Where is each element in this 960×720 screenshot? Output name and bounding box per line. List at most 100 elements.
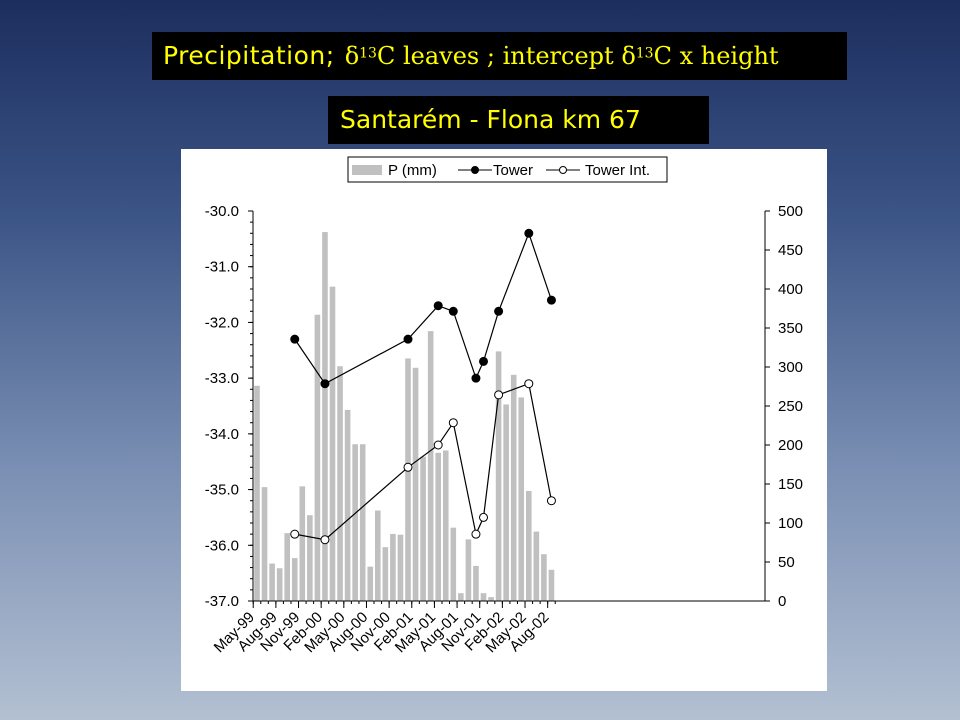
subtitle-text: Santarém - Flona km 67	[340, 105, 641, 134]
chart: P (mm) Tower Tower Int. -30.0 -31.0 -32.0 -…	[181, 149, 827, 691]
tower-point	[433, 301, 443, 311]
tower-int-point	[524, 379, 534, 389]
tower-int-point	[546, 496, 556, 506]
precip-bar	[442, 450, 449, 601]
precip-bar	[322, 232, 328, 601]
right-tick-label: 100	[778, 515, 803, 532]
precip-bar	[314, 314, 321, 601]
tower-int-point	[494, 390, 504, 400]
legend-label-towerint: Tower Int.	[585, 162, 650, 179]
precip-bar	[526, 491, 532, 601]
right-tick-label: 250	[778, 398, 803, 415]
tower-point	[479, 356, 488, 366]
tower-line	[294, 231, 553, 385]
precip-bar	[435, 452, 441, 601]
precip-bar	[495, 351, 502, 601]
precip-bar	[375, 510, 381, 601]
precip-bar	[458, 593, 464, 601]
tower-point	[448, 306, 458, 316]
precip-bar	[367, 566, 374, 601]
left-tick-label: -33.0	[205, 370, 239, 387]
left-tick-label: -36.0	[205, 537, 239, 554]
left-tick-label: -31.0	[205, 259, 239, 276]
title-banner: Precipitation; δ13C leaves ; intercept δ1…	[152, 32, 847, 80]
precip-bar	[299, 486, 306, 601]
title-sup-1: 13	[359, 45, 377, 62]
legend-tower-marker	[471, 166, 479, 174]
precip-bar	[465, 539, 472, 601]
legend-label-precip: P (mm)	[388, 162, 437, 179]
legend-towerint-marker	[559, 166, 567, 174]
subtitle-banner: Santarém - Flona km 67	[328, 96, 709, 144]
precip-bar	[541, 554, 547, 601]
title-delta-2: δ	[621, 42, 636, 70]
precip-bar	[352, 444, 358, 601]
precip-bar	[390, 533, 396, 601]
tower-int-point	[433, 440, 443, 450]
tower-int-point	[471, 529, 481, 539]
precip-bar	[397, 534, 404, 601]
precip-bar	[269, 563, 275, 601]
precip-bar	[284, 533, 290, 601]
legend-label-tower: Tower	[493, 162, 533, 179]
precip-bar	[427, 331, 434, 601]
title-sup-2: 13	[635, 45, 654, 62]
right-tick-label: 300	[778, 359, 803, 376]
right-tick-label: 0	[778, 593, 786, 610]
precip-bar	[533, 531, 540, 601]
tower-int-point	[403, 462, 413, 472]
legend-bar-swatch	[352, 165, 382, 175]
precip-bar	[405, 358, 411, 601]
precipitation-bars	[254, 232, 555, 601]
tower-point	[403, 334, 413, 344]
right-tick-label: 350	[778, 320, 803, 337]
precip-bar	[329, 286, 336, 601]
tower-int-point	[479, 512, 488, 522]
precip-bar	[480, 593, 487, 601]
right-tick-label: 50	[778, 554, 795, 571]
precip-bar	[261, 487, 268, 601]
legend-frame	[347, 156, 668, 183]
title-c-leaves: C leaves ; intercept	[376, 42, 622, 70]
precip-bar	[510, 374, 517, 601]
tower-int-point	[290, 529, 300, 539]
tower-point	[320, 379, 330, 389]
tower-point	[290, 334, 300, 344]
right-tick-label: 450	[778, 242, 803, 259]
tower-int-point	[448, 418, 458, 428]
left-tick-label: -34.0	[205, 426, 239, 443]
precip-bar	[359, 444, 366, 601]
precip-bar	[344, 409, 351, 601]
right-tick-label: 500	[778, 203, 803, 220]
tower-int-line	[294, 382, 553, 541]
left-tick-label: -37.0	[205, 593, 239, 610]
tower-int-point	[320, 535, 330, 545]
left-tick-label: -30.0	[205, 203, 239, 220]
tower-point	[546, 295, 556, 305]
title-c-height: C x height	[653, 42, 779, 70]
series	[290, 228, 556, 545]
precip-bar	[412, 367, 419, 601]
right-tick-label: 400	[778, 281, 803, 298]
left-tick-label: -35.0	[205, 482, 239, 499]
precip-bar	[473, 565, 479, 601]
tower-point	[471, 373, 481, 383]
precip-bar	[450, 527, 457, 601]
legend: P (mm) Tower Tower Int.	[347, 156, 668, 183]
precip-bar	[420, 456, 426, 601]
right-tick-label: 200	[778, 437, 803, 454]
precip-bar	[518, 397, 525, 601]
title-delta-1: δ	[344, 42, 360, 70]
precip-bar	[276, 568, 283, 601]
left-tick-label: -32.0	[205, 314, 239, 331]
precip-bar	[307, 515, 313, 601]
precip-bar	[382, 547, 389, 601]
tower-point	[494, 306, 504, 316]
right-tick-label: 150	[778, 476, 803, 493]
precip-bar	[548, 569, 555, 601]
title-precipitation: Precipitation;	[163, 41, 335, 70]
precip-bar	[503, 404, 509, 601]
tower-point	[524, 228, 534, 238]
precip-bar	[337, 366, 343, 601]
precip-bar	[254, 385, 260, 601]
